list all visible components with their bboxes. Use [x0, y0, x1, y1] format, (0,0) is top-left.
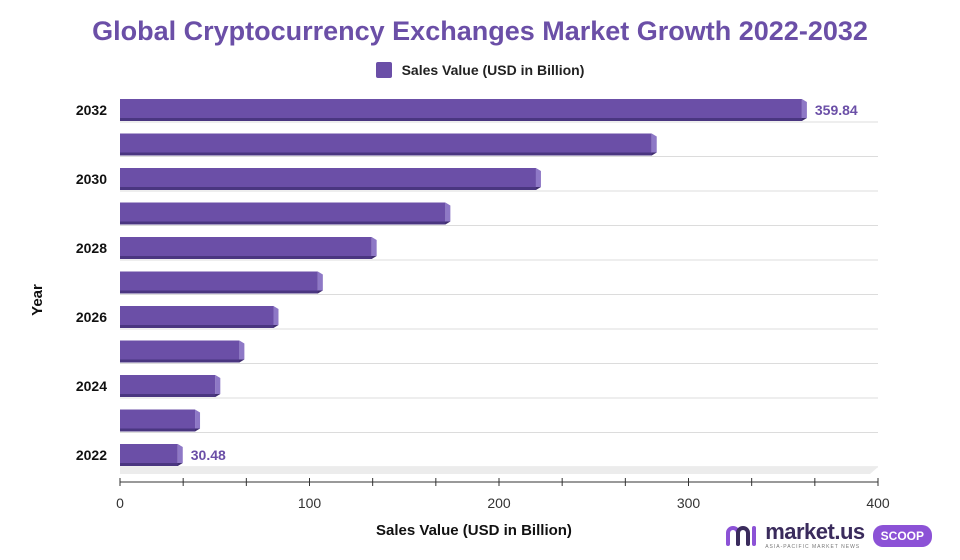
data-label: 359.84: [815, 102, 858, 118]
chart-title: Global Cryptocurrency Exchanges Market G…: [92, 16, 868, 46]
y-tick-label: 2030: [76, 171, 107, 187]
bar: [120, 375, 216, 394]
bar-end-face: [273, 306, 279, 325]
bar-end-face: [215, 375, 221, 394]
bar: [120, 444, 178, 463]
bar: [120, 202, 446, 222]
bar-end-face: [239, 340, 245, 360]
bar-end-face: [445, 202, 451, 222]
bar: [120, 340, 240, 360]
bar-end-face: [195, 409, 201, 429]
bar-base-strip: [120, 118, 802, 121]
bar: [120, 168, 536, 187]
bar-base-strip: [120, 463, 178, 466]
market-us-logo-icon: [726, 525, 757, 546]
bar-end-face: [651, 133, 657, 153]
brand-name: market.us: [765, 519, 865, 544]
bar-base-strip: [120, 187, 536, 190]
y-tick-label: 2024: [76, 378, 107, 394]
brand-logo: market.us ASIA-PACIFIC MARKET NEWS SCOOP: [725, 521, 932, 550]
x-tick-label: 0: [116, 495, 124, 511]
bar-base-strip: [120, 290, 318, 294]
plot-floor: [120, 467, 878, 474]
bar-end-face: [317, 271, 323, 291]
bar-base-strip: [120, 428, 196, 432]
brand-subtitle: ASIA-PACIFIC MARKET NEWS: [765, 544, 861, 550]
bar-base-strip: [120, 221, 446, 225]
x-tick-label: 100: [298, 495, 322, 511]
bar-base-strip: [120, 394, 216, 397]
data-label: 30.48: [191, 447, 226, 463]
y-tick-label: 2028: [76, 240, 107, 256]
bar-base-strip: [120, 152, 652, 156]
bar-base-strip: [120, 359, 240, 363]
brand-badge: SCOOP: [872, 524, 932, 547]
legend: Sales Value (USD in Billion): [0, 62, 960, 78]
x-axis-title: Sales Value (USD in Billion): [376, 522, 572, 539]
bar: [120, 271, 318, 291]
bar-base-strip: [120, 325, 274, 328]
x-tick-label: 400: [866, 495, 890, 511]
bar: [120, 237, 372, 256]
y-tick-label: 2026: [76, 309, 107, 325]
bar: [120, 133, 652, 153]
bar: [120, 99, 802, 118]
bar: [120, 409, 196, 429]
y-axis-title: Year: [29, 284, 46, 316]
y-tick-label: 2022: [76, 447, 107, 463]
legend-label: Sales Value (USD in Billion): [401, 62, 585, 78]
x-tick-label: 300: [677, 495, 701, 511]
bar-end-face: [177, 444, 183, 463]
bar-end-face: [371, 237, 377, 256]
bar-base-strip: [120, 256, 372, 259]
legend-swatch: [375, 62, 392, 78]
y-tick-label: 2032: [76, 102, 107, 118]
bar-end-face: [801, 99, 807, 118]
x-tick-label: 200: [487, 495, 511, 511]
bar-end-face: [535, 168, 541, 187]
bar: [120, 306, 274, 325]
